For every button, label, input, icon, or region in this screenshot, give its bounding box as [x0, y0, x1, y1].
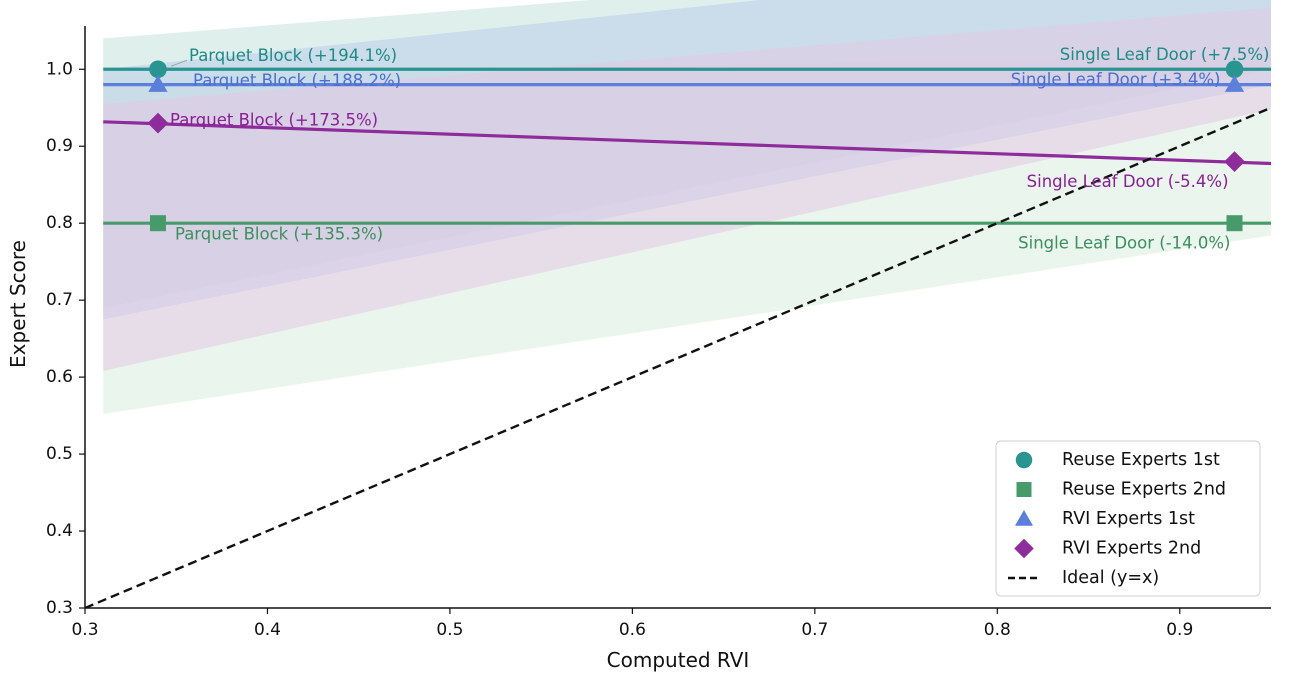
annotation-single-leaf-door-3-4: Single Leaf Door (+3.4%) — [1011, 70, 1221, 89]
y-tick-label-7: 1.0 — [46, 59, 73, 79]
marker-rvi-experts-2nd-1 — [1224, 151, 1245, 173]
x-tick-label-6: 0.9 — [1166, 620, 1193, 640]
y-tick-label-4: 0.7 — [46, 290, 73, 310]
legend-swatch-reuse-experts-1st — [1015, 451, 1033, 469]
x-tick-label-1: 0.4 — [254, 620, 281, 640]
marker-reuse-experts-2nd-1 — [1226, 215, 1243, 232]
marker-reuse-experts-1st-1 — [1225, 60, 1244, 79]
point-annotations: Parquet Block (+194.1%) Single Leaf Door … — [170, 45, 1270, 253]
y-tick-label-2: 0.5 — [46, 444, 73, 464]
data-markers — [147, 60, 1245, 232]
marker-rvi-experts-1st-0 — [148, 75, 168, 92]
legend-swatch-rvi-experts-2nd — [1014, 538, 1034, 559]
x-tick-label-3: 0.6 — [619, 620, 646, 640]
x-tick-label-2: 0.5 — [436, 620, 463, 640]
legend-label-ideal-y-x: Ideal (y=x) — [1062, 568, 1159, 588]
marker-reuse-experts-1st-0 — [149, 60, 167, 79]
y-tick-label-1: 0.4 — [46, 521, 73, 541]
legend-label-reuse-experts-1st: Reuse Experts 1st — [1062, 450, 1220, 470]
annotation-single-leaf-door-7-5: Single Leaf Door (+7.5%) — [1060, 45, 1270, 64]
annotation-parquet-block-188-2: Parquet Block (+188.2%) — [193, 71, 401, 90]
y-tick-label-6: 0.9 — [46, 136, 73, 156]
y-tick-label-0: 0.3 — [46, 598, 73, 618]
band-rvi-experts-2nd — [103, 7, 1271, 371]
y-tick-label-5: 0.8 — [46, 213, 73, 233]
legend-label-reuse-experts-2nd: Reuse Experts 2nd — [1062, 480, 1226, 500]
annotation-parquet-block-135-3: Parquet Block (+135.3%) — [175, 225, 383, 244]
marker-reuse-experts-2nd-0 — [149, 215, 166, 232]
axes: 0.3 0.4 0.5 0.6 0.7 0.8 0.9 0.3 0.4 0.5 0.6 0.7 0.8 0… — [6, 26, 1271, 672]
legend-swatch-rvi-experts-1st — [1015, 510, 1033, 526]
annotation-leader-reuse-experts-1st — [170, 59, 188, 67]
legend: Reuse Experts 1st Reuse Experts 2nd RVI Ex… — [995, 440, 1261, 597]
confidence-bands — [103, 0, 1271, 415]
legend-box — [995, 440, 1261, 597]
ideal-line — [85, 106, 1271, 608]
legend-swatch-reuse-experts-2nd — [1016, 482, 1032, 497]
annotation-parquet-block-194-1: Parquet Block (+194.1%) — [189, 46, 397, 65]
annotation-single-leaf-door-5-4: Single Leaf Door (-5.4%) — [1027, 172, 1229, 191]
x-tick-label-0: 0.3 — [71, 620, 98, 640]
fit-line-rvi-experts-2nd — [103, 120, 1271, 166]
legend-label-rvi-experts-1st: RVI Experts 1st — [1062, 509, 1195, 529]
fit-lines — [103, 67, 1271, 225]
x-axis-title: Computed RVI — [607, 648, 750, 672]
x-tick-label-4: 0.7 — [801, 620, 828, 640]
annotation-single-leaf-door-14-0: Single Leaf Door (-14.0%) — [1018, 234, 1230, 253]
y-axis-title: Expert Score — [6, 240, 30, 368]
legend-label-rvi-experts-2nd: RVI Experts 2nd — [1062, 539, 1201, 559]
marker-rvi-experts-1st-1 — [1224, 75, 1245, 92]
x-tick-label-5: 0.8 — [984, 620, 1011, 640]
y-tick-label-3: 0.6 — [46, 367, 73, 387]
ideal-line-group — [85, 106, 1271, 608]
annotation-parquet-block-173-5: Parquet Block (+173.5%) — [170, 111, 378, 130]
marker-rvi-experts-2nd-0 — [147, 112, 169, 134]
